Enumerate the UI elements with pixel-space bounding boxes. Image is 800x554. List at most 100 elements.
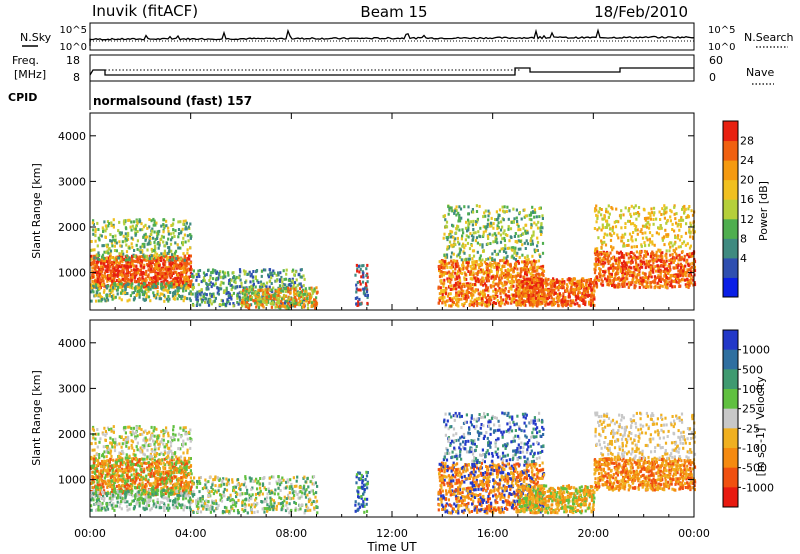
range-gate-cell [604,261,607,265]
range-gate-cell [653,243,656,247]
range-gate-cell [583,291,586,295]
range-gate-cell [612,279,615,283]
range-gate-cell [681,207,684,211]
range-gate-cell [275,304,278,308]
range-gate-cell [491,275,495,279]
range-gate-cell [252,279,255,283]
range-gate-cell [168,297,171,301]
range-gate-cell [546,302,550,306]
range-gate-cell [155,255,158,259]
range-gate-cell [244,297,247,301]
range-gate-cell [448,240,452,244]
range-gate-cell [586,290,590,294]
range-gate-cell [280,275,283,279]
range-gate-cell [274,305,277,309]
range-gate-cell [216,291,219,295]
range-gate-cell [299,290,302,294]
range-gate-cell [218,272,221,275]
range-gate-cell [145,269,148,273]
range-gate-cell [526,242,529,246]
range-gate-cell [528,286,532,290]
range-gate-cell [455,287,458,291]
range-gate-cell [90,240,93,243]
range-gate-cell [538,289,541,293]
range-gate-cell [153,244,157,248]
range-gate-cell [547,289,550,293]
range-gate-cell [528,213,531,217]
range-gate-cell [270,271,273,275]
range-gate-cell [482,215,485,219]
range-gate-cell [258,302,261,306]
range-gate-cell [134,227,137,231]
range-gate-cell [498,300,501,304]
range-gate-cell [517,234,520,238]
range-gate-cell [673,285,676,289]
range-gate-cell [467,264,470,267]
range-gate-cell [171,253,174,257]
range-gate-cell [176,243,179,247]
range-gate-cell [669,253,672,257]
range-gate-cell [659,284,662,288]
range-gate-cell [646,216,649,220]
range-gate-cell [484,225,487,229]
range-gate-cell [98,287,101,291]
range-gate-cell [597,278,601,282]
range-gate-cell [236,300,239,304]
range-gate-cell [136,239,139,243]
range-gate-cell [92,222,95,226]
range-gate-cell [177,235,180,239]
range-gate-cell [174,294,177,298]
range-gate-cell [442,288,445,292]
range-gate-cell [158,256,161,260]
range-gate-cell [106,296,109,299]
range-gate-cell [519,228,522,232]
range-gate-cell [478,258,481,262]
range-gate-cell [176,286,179,290]
range-gate-cell [455,301,458,305]
range-gate-cell [105,284,108,288]
range-gate-cell [450,275,453,279]
range-gate-cell [157,260,160,264]
range-gate-cell [522,275,525,279]
range-gate-cell [298,293,301,297]
range-gate-cell [686,253,689,257]
range-gate-cell [507,227,510,231]
range-gate-cell [666,272,670,275]
range-gate-cell [490,224,493,228]
range-gate-cell [589,298,592,302]
range-gate-cell [103,271,106,275]
range-gate-cell [170,238,173,242]
range-gate-cell [522,299,525,303]
range-gate-cell [195,297,198,301]
range-gate-cell [608,212,611,216]
range-gate-cell [441,266,444,270]
range-gate-cell [98,258,101,261]
range-gate-cell [137,269,140,273]
range-gate-cell [446,294,450,298]
range-gate-cell [635,250,638,254]
range-gate-cell [94,234,97,238]
range-gate-cell [106,274,110,278]
range-gate-cell [134,233,137,237]
range-gate-cell [633,254,636,258]
range-gate-cell [680,268,683,272]
range-gate-cell [519,284,523,288]
range-gate-cell [548,296,551,300]
range-gate-cell [303,297,306,301]
range-gate-cell [607,254,611,258]
range-gate-cell [445,262,448,266]
range-gate-cell [665,221,668,225]
range-gate-cell [464,238,467,242]
range-gate-cell [179,257,183,261]
range-gate-cell [686,277,689,281]
range-gate-cell [635,280,638,284]
range-gate-cell [518,282,521,286]
range-gate-cell [114,234,117,238]
range-gate-cell [541,226,544,230]
range-gate-cell [177,246,180,250]
range-gate-cell [493,296,496,300]
range-gate-cell [540,295,543,298]
range-gate-cell [188,257,191,261]
range-gate-cell [454,281,458,285]
range-gate-cell [105,250,108,254]
